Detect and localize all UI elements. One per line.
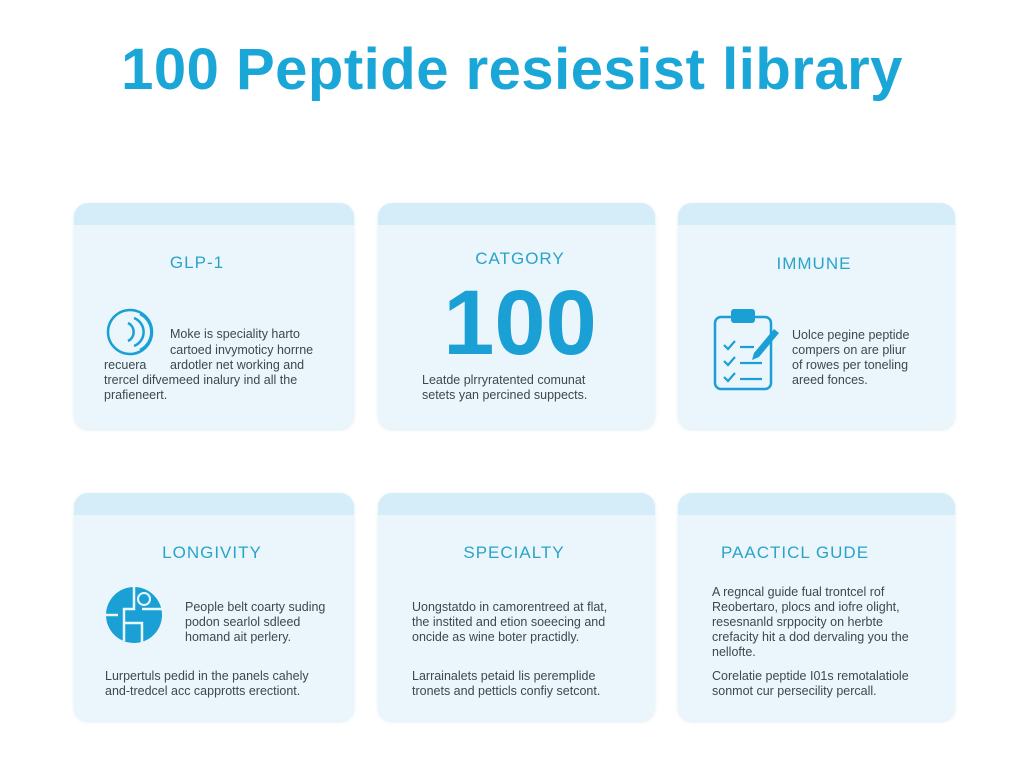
card-text-line: compers on are pliur	[792, 343, 906, 357]
card: CATGORY 100 Leatde plrryratented comunat…	[378, 203, 655, 429]
card: SPECIALTY Uongstatdo in camorentreed at …	[378, 493, 655, 721]
card-text-line: homand ait perlery.	[185, 630, 292, 644]
big-number: 100	[443, 272, 597, 374]
card-header-strip	[378, 493, 655, 515]
card-header-strip	[378, 203, 655, 225]
card-text-line: prafieneert.	[104, 388, 168, 402]
card-text-line: setets yan percined suppects.	[422, 388, 588, 402]
card-text-line: A regncal guide fual trontcel rof	[712, 585, 885, 599]
card-header-strip	[74, 203, 354, 225]
card-text-line: People belt coarty suding	[185, 600, 326, 614]
card-text-line: cartoed invymoticy horrne	[170, 343, 314, 357]
card-text-line: ardotler net working and	[170, 358, 305, 372]
card-text-line: areed fonces.	[792, 373, 868, 387]
page-title: 100 Peptide resiesist library	[121, 37, 903, 102]
card: PAACTICL GUDE A regncal guide fual tront…	[678, 493, 955, 721]
signal-icon	[106, 308, 154, 356]
card: GLP-1 Moke is speciality harto cartoed i…	[74, 203, 354, 429]
card-header-strip	[678, 203, 955, 225]
card-text-line: Moke is speciality harto	[170, 327, 300, 341]
card-heading: GLP-1	[169, 253, 225, 272]
card-text-line: sonmot cur persecility percall.	[712, 684, 877, 698]
card-header-strip	[74, 493, 354, 515]
card-text-line: crefacity hit a dod dervaling you the	[712, 630, 909, 644]
card-heading: SPECIALTY	[463, 543, 565, 562]
card-text-line: nellofte.	[712, 645, 756, 659]
card-text-line: and-tredcel acc capprotts erectiont.	[105, 684, 301, 698]
card: LONGIVITY People belt coarty suding podo…	[74, 493, 354, 721]
card-text-line: Larrainalets petaid lis peremplide	[412, 669, 596, 683]
card-text-line: Corelatie peptide I01s remotalatiole	[712, 669, 909, 683]
card-text-line: Reobertaro, plocs and iofre olight,	[712, 600, 900, 614]
card: IMMUNE Uolce pegine peptide compers on a…	[678, 203, 955, 429]
card-text-line: recuera	[104, 358, 147, 372]
brain-icon	[106, 587, 162, 643]
card-heading: LONGIVITY	[162, 543, 262, 562]
card-text-line: trercel difvemeed inalury ind all the	[104, 373, 298, 387]
card-text-line: Uongstatdo in camorentreed at flat,	[412, 600, 608, 614]
card-text-line: Lurpertuls pedid in the panels cahely	[105, 669, 309, 683]
card-text-line: the instited and etion soeecing and	[412, 615, 606, 629]
card-text-line: oncide as wine boter practidly.	[412, 630, 580, 644]
clipboard-icon	[713, 309, 779, 391]
card-text-line: Leatde plrryratented comunat	[422, 373, 586, 387]
card-heading: CATGORY	[475, 249, 565, 268]
card-text-line: Uolce pegine peptide	[792, 328, 910, 342]
card-text-line: podon searlol sdleed	[185, 615, 301, 629]
card-text-line: resesnanld srppocity on herbte	[712, 615, 883, 629]
card-text-line: tronets and petticls confiy setcont.	[412, 684, 601, 698]
card-text-line: of rowes per toneling	[792, 358, 909, 372]
card-header-strip	[678, 493, 955, 515]
card-heading: IMMUNE	[776, 254, 852, 273]
card-heading: PAACTICL GUDE	[720, 543, 870, 562]
